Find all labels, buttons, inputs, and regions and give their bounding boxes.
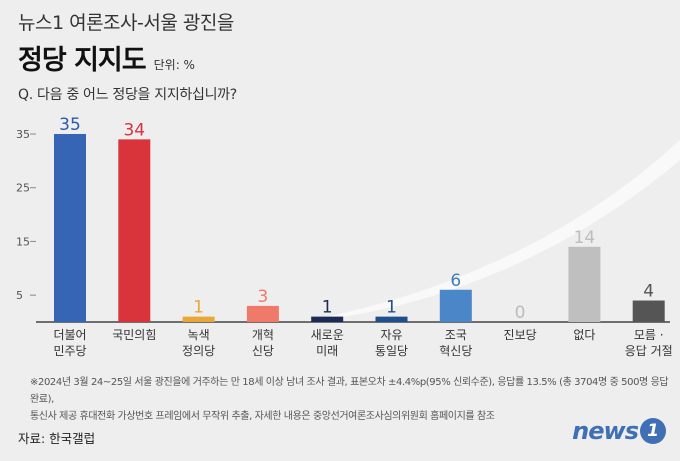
category-label-6-1: 혁신당: [439, 344, 472, 358]
category-label-0-1: 민주당: [53, 344, 86, 358]
category-label-9-1: 응답 거절: [625, 344, 673, 358]
bar-1: [118, 139, 151, 322]
category-label-4-1: 미래: [316, 344, 338, 358]
category-label-4-0: 새로운: [311, 328, 344, 342]
header-subtitle: 뉴스1 여론조사-서울 광진을: [18, 12, 234, 34]
category-label-2-1: 정의당: [182, 344, 215, 358]
y-tick-label-3: 35: [16, 128, 30, 141]
news1-logo: news 1: [572, 417, 666, 445]
category-label-5-1: 통일당: [375, 344, 408, 358]
bar-8: [568, 246, 601, 322]
bar-3: [246, 305, 279, 322]
y-tick-label-0: 5: [16, 289, 23, 302]
chart-title: 정당 지지도: [18, 45, 147, 76]
survey-question: Q. 다음 중 어느 정당을 지지하십니까?: [18, 87, 237, 103]
category-label-0-0: 더불어: [53, 328, 86, 342]
value-label-2: 1: [193, 298, 204, 318]
category-label-3-1: 신당: [252, 344, 274, 358]
bar-0: [54, 134, 86, 322]
value-label-5: 1: [386, 298, 397, 318]
footnote-line-2: 통신사 제공 휴대전화 가상번호 프레임에서 무작위 추출, 자세한 내용은 중…: [30, 411, 495, 422]
footnote-line-1: ※2024년 3월 24~25일 서울 광진을에 거주하는 만 18세 이상 남…: [30, 377, 669, 405]
bar-2: [182, 316, 215, 322]
unit-label: 단위: %: [153, 58, 195, 72]
value-label-6: 6: [450, 271, 461, 291]
category-label-1-0: 국민의힘: [112, 328, 156, 342]
category-label-8-0: 없다: [573, 328, 595, 342]
background-swoosh: [300, 140, 680, 322]
footnote: ※2024년 3월 24~25일 서울 광진을에 거주하는 만 18세 이상 남…: [30, 374, 670, 425]
bar-6: [439, 289, 472, 322]
value-label-9: 4: [643, 282, 654, 302]
bar-4: [311, 316, 344, 322]
category-label-6-0: 조국: [445, 328, 467, 342]
y-tick-label-1: 15: [16, 235, 30, 248]
category-label-9-0: 모름 ·: [634, 328, 664, 342]
category-label-7-0: 진보당: [504, 328, 537, 342]
y-tick-label-2: 25: [16, 182, 30, 195]
bar-5: [375, 316, 408, 322]
value-label-1: 34: [123, 120, 145, 140]
bar-9: [632, 300, 665, 322]
category-label-2-0: 녹색: [188, 328, 210, 342]
value-label-4: 1: [322, 298, 333, 318]
logo-text: news: [572, 417, 639, 445]
value-label-8: 14: [574, 228, 596, 248]
logo-badge: 1: [640, 418, 666, 444]
category-label-5-0: 자유: [380, 328, 402, 342]
value-label-7: 0: [515, 303, 526, 323]
category-label-3-0: 개혁: [252, 328, 274, 342]
value-label-3: 3: [257, 287, 268, 307]
source-label: 자료: 한국갤럽: [18, 431, 96, 446]
value-label-0: 35: [59, 115, 81, 135]
title-row: 정당 지지도 단위: %: [18, 38, 195, 77]
